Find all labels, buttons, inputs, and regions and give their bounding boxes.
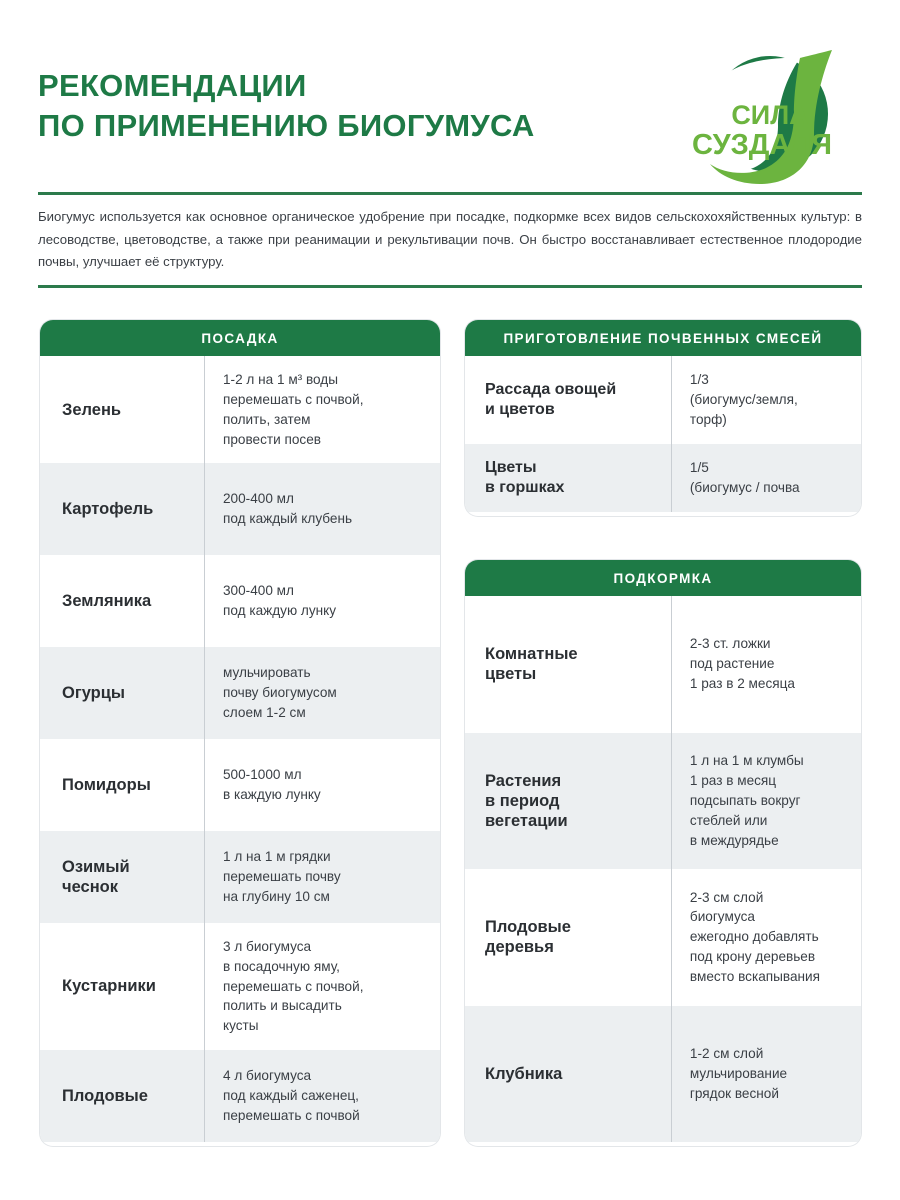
intro-paragraph: Биогумус используется как основное орган…: [38, 206, 862, 274]
table-row: Огурцы мульчировать почву биогумусом сло…: [40, 647, 440, 740]
table-row: Зелень 1-2 л на 1 м³ воды перемешать с п…: [40, 356, 440, 464]
brand-logo: СИЛА СУЗДАЛЯ: [674, 48, 854, 193]
row-value: 500-1000 мл в каждую лунку: [204, 739, 440, 831]
divider-bottom: [38, 285, 862, 288]
table-feeding-body: Комнатные цветы 2-3 ст. ложки под растен…: [465, 596, 861, 1142]
row-label: Клубника: [485, 1064, 563, 1083]
table-planting: ПОСАДКА Зелень 1-2 л на 1 м³ воды переме…: [40, 320, 440, 1146]
row-value: 1/5 (биогумус / почва: [670, 443, 861, 512]
logo-word-top: СИЛА: [731, 100, 808, 130]
table-feeding: ПОДКОРМКА Комнатные цветы 2-3 ст. ложки …: [465, 560, 861, 1146]
page-header: РЕКОМЕНДАЦИИ ПО ПРИМЕНЕНИЮ БИОГУМУСА СИЛ…: [38, 48, 862, 188]
row-value: 2-3 см слой биогумуса ежегодно добавлять…: [670, 869, 861, 1006]
row-value: 4 л биогумуса под каждый саженец, переме…: [204, 1050, 440, 1143]
table-row: Рассада овощей и цветов 1/3 (биогумус/зе…: [465, 356, 861, 444]
table-row: Комнатные цветы 2-3 ст. ложки под растен…: [465, 596, 861, 733]
row-value: 1 л на 1 м грядки перемешать почву на гл…: [204, 831, 440, 923]
row-value: мульчировать почву биогумусом слоем 1-2 …: [204, 647, 440, 740]
table-row: Помидоры 500-1000 мл в каждую лунку: [40, 739, 440, 831]
table-soil-mixes-body: Рассада овощей и цветов 1/3 (биогумус/зе…: [465, 356, 861, 512]
row-label: Рассада овощей и цветов: [485, 381, 617, 418]
row-label: Комнатные цветы: [485, 645, 578, 684]
logo-leaf-white: [702, 57, 800, 172]
table-row: Земляника 300-400 мл под каждую лунку: [40, 555, 440, 648]
row-value: 300-400 мл под каждую лунку: [204, 555, 440, 648]
table-soil-mixes: ПРИГОТОВЛЕНИЕ ПОЧВЕННЫХ СМЕСЕЙ Рассада о…: [465, 320, 861, 516]
table-planting-body: Зелень 1-2 л на 1 м³ воды перемешать с п…: [40, 356, 440, 1143]
row-label: Картофель: [62, 500, 154, 519]
row-label: Зелень: [62, 400, 122, 419]
table-row: Плодовые 4 л биогумуса под каждый сажене…: [40, 1050, 440, 1143]
row-value: 1 л на 1 м клумбы 1 раз в месяц подсыпат…: [670, 732, 861, 869]
table-feeding-header: ПОДКОРМКА: [465, 560, 861, 596]
row-label: Огурцы: [62, 684, 125, 703]
row-value: 1-2 см слой мульчирование грядок весной: [670, 1005, 861, 1142]
row-label: Озимый чеснок: [62, 857, 130, 896]
row-label: Земляника: [62, 592, 152, 611]
table-planting-header: ПОСАДКА: [40, 320, 440, 356]
table-row: Клубника 1-2 см слой мульчирование грядо…: [465, 1005, 861, 1142]
row-label: Цветы в горшках: [485, 459, 565, 496]
divider-top: [38, 192, 862, 195]
row-label: Помидоры: [62, 775, 151, 794]
page-title: РЕКОМЕНДАЦИИ ПО ПРИМЕНЕНИЮ БИОГУМУСА: [38, 66, 658, 145]
row-label: Плодовые: [62, 1087, 148, 1106]
page-title-line-1: РЕКОМЕНДАЦИИ: [38, 68, 307, 103]
table-soil-mixes-header: ПРИГОТОВЛЕНИЕ ПОЧВЕННЫХ СМЕСЕЙ: [465, 320, 861, 356]
row-value: 200-400 мл под каждый клубень: [204, 463, 440, 556]
table-row: Картофель 200-400 мл под каждый клубень: [40, 463, 440, 556]
row-value: 3 л биогумуса в посадочную яму, перемеша…: [204, 922, 440, 1051]
logo-word-bottom: СУЗДАЛЯ: [692, 129, 832, 161]
table-row: Растения в период вегетации 1 л на 1 м к…: [465, 732, 861, 869]
table-row: Цветы в горшках 1/5 (биогумус / почва: [465, 443, 861, 512]
logo-graphic: СИЛА СУЗДАЛЯ: [692, 50, 832, 184]
row-value: 1-2 л на 1 м³ воды перемешать с почвой, …: [204, 356, 440, 464]
logo-leaf-accent: [710, 50, 832, 184]
table-row: Озимый чеснок 1 л на 1 м грядки перемеша…: [40, 831, 440, 923]
row-label: Кустарники: [62, 977, 156, 996]
page-title-line-2: ПО ПРИМЕНЕНИЮ БИОГУМУСА: [38, 107, 535, 143]
row-value: 2-3 ст. ложки под растение 1 раз в 2 мес…: [670, 596, 861, 733]
row-value: 1/3 (биогумус/земля, торф): [670, 356, 861, 444]
intro-text: Биогумус используется как основное орган…: [38, 209, 862, 270]
row-label: Плодовые деревья: [485, 918, 571, 957]
table-row: Плодовые деревья 2-3 см слой биогумуса е…: [465, 869, 861, 1006]
row-label: Растения в период вегетации: [485, 771, 568, 830]
table-row: Кустарники 3 л биогумуса в посадочную ям…: [40, 922, 440, 1051]
